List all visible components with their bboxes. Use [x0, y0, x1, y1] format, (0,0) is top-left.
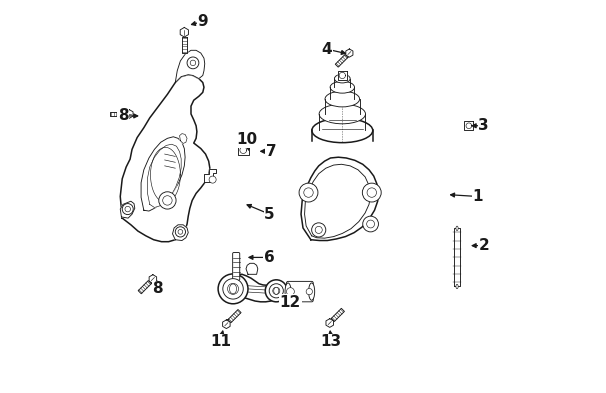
Circle shape	[218, 274, 248, 304]
Ellipse shape	[312, 118, 373, 143]
Polygon shape	[147, 144, 181, 208]
Polygon shape	[338, 71, 347, 80]
Circle shape	[315, 226, 322, 233]
Text: 8: 8	[152, 281, 163, 296]
Ellipse shape	[325, 91, 359, 107]
Ellipse shape	[456, 226, 458, 231]
Text: 4: 4	[321, 42, 332, 57]
Polygon shape	[141, 137, 185, 211]
Polygon shape	[346, 49, 353, 57]
Polygon shape	[228, 310, 241, 323]
Circle shape	[209, 176, 216, 183]
Polygon shape	[222, 320, 230, 329]
Circle shape	[187, 57, 199, 69]
Polygon shape	[138, 281, 152, 294]
Circle shape	[304, 188, 313, 197]
Circle shape	[367, 188, 376, 197]
Text: 11: 11	[210, 334, 231, 349]
Circle shape	[311, 223, 326, 237]
Text: 12: 12	[280, 295, 301, 310]
Circle shape	[223, 279, 243, 299]
Circle shape	[273, 287, 280, 294]
Circle shape	[287, 288, 295, 296]
Circle shape	[363, 216, 379, 232]
Ellipse shape	[285, 283, 291, 300]
Polygon shape	[464, 121, 473, 130]
Ellipse shape	[308, 283, 315, 300]
Circle shape	[299, 183, 318, 202]
Text: 10: 10	[236, 132, 258, 147]
Polygon shape	[454, 228, 460, 286]
Polygon shape	[182, 37, 187, 53]
Circle shape	[367, 220, 375, 228]
Text: 8: 8	[118, 108, 128, 123]
Polygon shape	[120, 201, 135, 218]
Circle shape	[162, 196, 172, 205]
FancyBboxPatch shape	[287, 281, 313, 302]
Ellipse shape	[330, 81, 355, 93]
Text: 5: 5	[264, 207, 275, 222]
Polygon shape	[110, 112, 125, 116]
Circle shape	[175, 227, 185, 237]
Polygon shape	[305, 164, 371, 238]
Circle shape	[125, 206, 130, 212]
Text: 7: 7	[266, 144, 277, 159]
Text: 9: 9	[198, 14, 208, 29]
Ellipse shape	[274, 287, 279, 294]
Polygon shape	[226, 274, 281, 302]
Text: 2: 2	[478, 238, 489, 253]
Circle shape	[159, 192, 176, 209]
Ellipse shape	[230, 284, 236, 294]
Polygon shape	[149, 275, 156, 283]
Ellipse shape	[335, 74, 350, 83]
Polygon shape	[173, 225, 188, 241]
Polygon shape	[246, 263, 258, 274]
Circle shape	[227, 283, 239, 294]
Circle shape	[362, 183, 381, 202]
Text: 13: 13	[321, 334, 342, 349]
Ellipse shape	[319, 104, 365, 124]
Polygon shape	[331, 309, 344, 321]
Circle shape	[306, 288, 313, 295]
Polygon shape	[335, 55, 348, 67]
Polygon shape	[125, 110, 133, 118]
Circle shape	[190, 60, 196, 66]
Circle shape	[265, 280, 287, 302]
Polygon shape	[204, 169, 216, 182]
Polygon shape	[180, 28, 188, 37]
FancyBboxPatch shape	[233, 252, 240, 281]
Polygon shape	[301, 157, 379, 241]
Polygon shape	[179, 134, 187, 143]
Text: 3: 3	[479, 118, 489, 133]
Text: 1: 1	[473, 189, 483, 204]
Ellipse shape	[456, 284, 458, 289]
Polygon shape	[238, 145, 248, 155]
Text: 6: 6	[264, 250, 275, 265]
Polygon shape	[120, 75, 210, 242]
Polygon shape	[175, 50, 205, 83]
Circle shape	[269, 284, 284, 298]
Polygon shape	[326, 319, 333, 327]
Circle shape	[178, 230, 183, 234]
Circle shape	[122, 204, 133, 215]
